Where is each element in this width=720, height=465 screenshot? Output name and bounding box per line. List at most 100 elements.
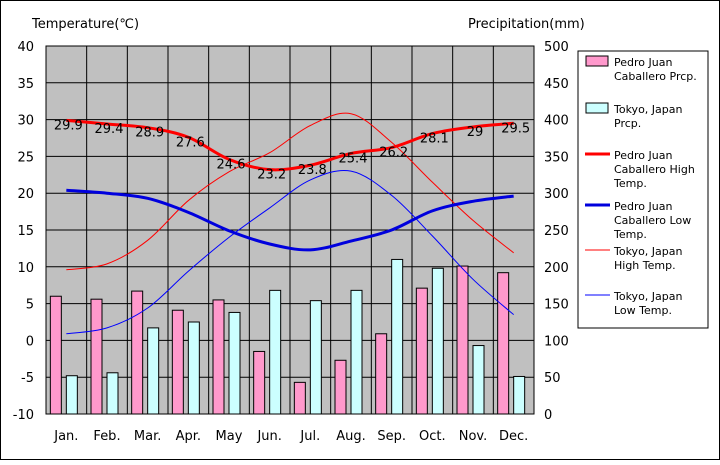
right-tick-label: 400: [544, 114, 569, 129]
left-tick-label: -10: [13, 408, 34, 423]
x-tick-label: Aug.: [336, 429, 366, 444]
legend-label: Pedro Juan: [614, 200, 672, 213]
precip-bar: [187, 321, 200, 415]
precip-bar: [497, 272, 510, 415]
left-tick-label: 5: [26, 298, 34, 313]
legend-label: Pedro Juan: [614, 149, 672, 162]
right-tick-label: 450: [544, 77, 569, 92]
precip-bar: [350, 289, 363, 415]
temp-data-label: 29.9: [54, 118, 83, 133]
precip-bar: [106, 372, 119, 415]
precip-bar: [415, 287, 428, 415]
legend-label: Caballero Low: [614, 214, 691, 227]
precip-bar: [334, 359, 347, 415]
temp-data-label: 24.6: [217, 157, 246, 172]
x-tick-label: May: [216, 429, 243, 444]
left-tick-label: 25: [17, 150, 34, 165]
x-tick-label: Jul.: [299, 429, 320, 444]
legend-bar-swatch: [585, 102, 609, 114]
legend-label: Temp.: [613, 228, 647, 241]
temp-line: [66, 112, 514, 271]
right-tick-label: 50: [544, 371, 561, 386]
precip-bar: [375, 333, 388, 415]
x-tick-label: Dec.: [499, 429, 528, 444]
right-tick-label: 250: [544, 224, 569, 239]
right-tick-label: 200: [544, 261, 569, 276]
legend-label: Temp.: [613, 177, 647, 190]
precip-bar: [293, 381, 306, 415]
right-tick-label: 150: [544, 298, 569, 313]
temp-data-label: 29.4: [95, 122, 124, 137]
legend-label: Caballero Prcp.: [614, 70, 697, 83]
left-tick-label: 40: [17, 40, 34, 55]
temp-data-label: 25.4: [339, 151, 368, 166]
left-tick-label: 35: [17, 77, 34, 92]
legend-label: Caballero High: [614, 163, 695, 176]
left-axis-title: Temperature(℃): [31, 17, 139, 32]
precip-bar: [431, 267, 444, 415]
left-tick-label: 10: [17, 261, 34, 276]
axis-ticks: -10-505101520253035400501001502002503003…: [13, 40, 569, 444]
x-tick-label: Nov.: [459, 429, 488, 444]
grid-lines: [46, 46, 534, 414]
left-tick-label: 0: [26, 334, 34, 349]
precip-bar: [253, 350, 266, 415]
left-tick-label: 20: [17, 187, 34, 202]
precip-bar: [131, 290, 144, 415]
x-tick-label: Feb.: [93, 429, 120, 444]
left-tick-label: 15: [17, 224, 34, 239]
x-tick-label: Oct.: [419, 429, 446, 444]
precip-bar: [65, 375, 78, 415]
right-axis-title: Precipitation(mm): [468, 17, 585, 32]
precip-bar: [90, 298, 103, 415]
right-tick-label: 0: [544, 408, 552, 423]
temp-line: [66, 188, 514, 252]
precipitation-bars: [49, 258, 526, 415]
temp-data-label: 23.8: [298, 163, 327, 178]
legend-label: Tokyo, Japan: [613, 245, 682, 258]
temp-line: [66, 170, 514, 335]
precip-bar: [269, 289, 282, 415]
x-tick-label: Apr.: [176, 429, 201, 444]
right-tick-label: 100: [544, 334, 569, 349]
x-tick-label: Jan.: [53, 429, 78, 444]
right-tick-label: 350: [544, 150, 569, 165]
legend-label: Pedro Juan: [614, 56, 672, 69]
temp-data-label: 29: [467, 125, 484, 140]
temp-data-label: 28.1: [420, 132, 449, 147]
precip-bar: [513, 375, 526, 415]
legend-box: [577, 50, 709, 329]
legend-label: High Temp.: [614, 259, 676, 272]
temperature-lines: [66, 112, 514, 335]
legend-bar-swatch: [585, 55, 609, 67]
data-labels: 29.9 29.4 28.9 27.6 24.6 23.2 23.8 25.4 26.2 28.1…: [54, 118, 530, 182]
legend-label: Tokyo, Japan: [613, 103, 682, 116]
x-tick-label: Mar.: [134, 429, 161, 444]
x-tick-label: Sep.: [377, 429, 406, 444]
temp-data-label: 27.6: [176, 135, 205, 150]
legend-label: Prcp.: [614, 117, 641, 130]
right-tick-label: 500: [544, 40, 569, 55]
temp-data-label: 23.2: [257, 168, 286, 183]
right-tick-label: 300: [544, 187, 569, 202]
precip-bar: [309, 300, 322, 415]
legend-label: Tokyo, Japan: [613, 290, 682, 303]
left-tick-label: -5: [21, 371, 34, 386]
precip-bar: [391, 258, 404, 415]
temp-data-label: 29.5: [501, 121, 530, 136]
precip-bar: [147, 327, 160, 415]
left-tick-label: 30: [17, 114, 34, 129]
temp-data-label: 28.9: [135, 126, 164, 141]
precip-bar: [228, 311, 241, 415]
precip-bar: [171, 309, 184, 415]
precip-bar: [212, 299, 225, 415]
temp-data-label: 26.2: [379, 146, 408, 161]
precip-bar: [472, 345, 485, 415]
temp-line: [66, 118, 514, 172]
precip-bar: [456, 265, 469, 415]
x-tick-label: Jun.: [256, 429, 281, 444]
legend-label: Low Temp.: [614, 304, 672, 317]
